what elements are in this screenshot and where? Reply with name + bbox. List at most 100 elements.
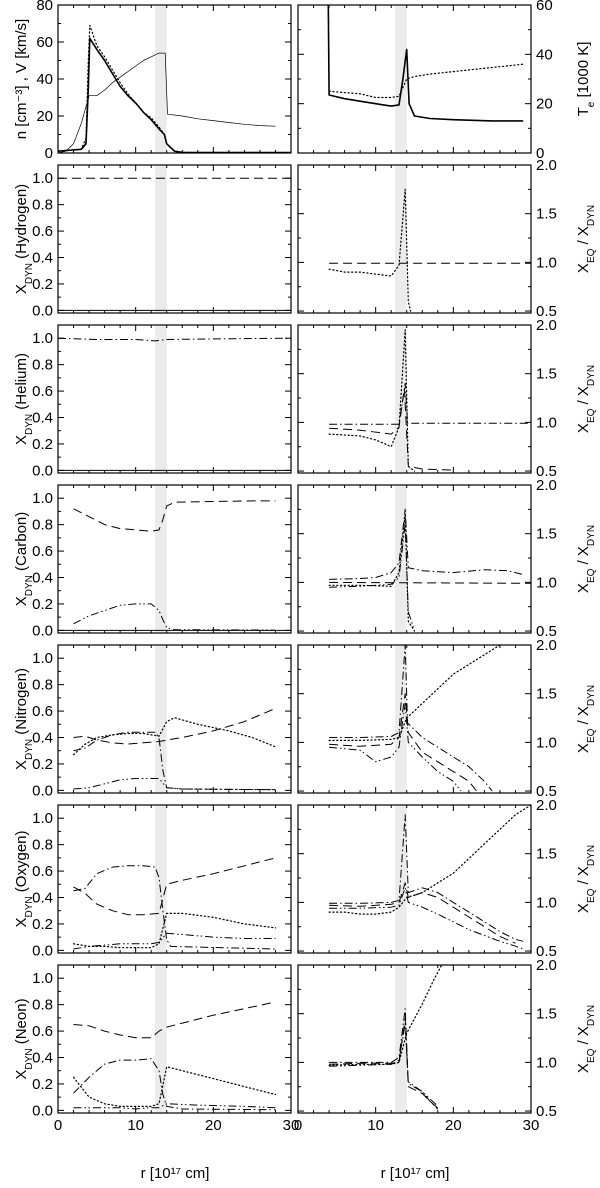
y-tick-label: 1.0: [32, 970, 53, 987]
panel-carbon-right: 0.5 1.0 1.5 2.0 XEQ / XDYN: [297, 477, 597, 640]
shaded-region: [155, 485, 167, 633]
y-tick-label: 1.0: [536, 414, 557, 431]
y-tick-label: 1.5: [536, 1006, 557, 1023]
y-tick-label: 0.5: [536, 463, 557, 480]
series-line-dashdotdot: [329, 523, 415, 632]
series-line-dashed: [73, 500, 276, 532]
y-tick-label: 0.0: [32, 782, 53, 799]
series-line-dashed: [329, 581, 531, 584]
plot-frame: [57, 804, 292, 954]
shaded-region: [395, 5, 407, 153]
y-tick-label: 0.5: [536, 943, 557, 960]
series-group: [58, 500, 291, 631]
y-tick-label: 1.0: [32, 490, 53, 507]
series-line-dashdot: [58, 337, 291, 342]
series-line-dashed: [73, 857, 276, 916]
y-tick-label: 0.4: [32, 730, 53, 747]
y-tick-label: 1.0: [536, 894, 557, 911]
y-tick-label: 0.6: [32, 703, 53, 720]
plot-frame: [297, 804, 532, 954]
series-line-dashed: [329, 882, 516, 944]
series-line-dashdot: [329, 508, 524, 580]
y-axis-title: XDYN (Nitrogen): [13, 668, 35, 770]
series-line-dashdotdot: [73, 778, 276, 791]
x-tick-label: 0: [294, 1117, 302, 1134]
y-tick-label: 20: [536, 96, 553, 113]
y-tick-label: 0.8: [32, 517, 53, 534]
y-tick-label: 0.4: [32, 250, 53, 267]
series-group: [58, 337, 291, 471]
y-tick-label: 0.5: [536, 623, 557, 640]
y-tick-label: 0.6: [32, 383, 53, 400]
series-group: [327, 5, 524, 122]
y-tick-label: 0: [536, 145, 544, 162]
y-tick-label: 1.0: [32, 650, 53, 667]
y-axis-title: XDYN (Oxygen): [13, 831, 35, 928]
panel-helium-right: 0.5 1.0 1.5 2.0 XEQ / XDYN: [297, 317, 597, 480]
y-tick-label: 1.5: [536, 526, 557, 543]
shaded-region: [155, 165, 167, 313]
y-tick-label: 1.0: [536, 734, 557, 751]
y-tick-label: 0.0: [32, 302, 53, 319]
y-tick-label: 0: [45, 145, 53, 162]
y-tick-label: 1.5: [536, 846, 557, 863]
series-line-dashdot: [73, 1058, 276, 1111]
y-axis-title: XEQ / XDYN: [575, 685, 597, 753]
y-tick-label: 80: [36, 0, 53, 14]
panel-grid: 0 20 40 60 80 n [cm⁻³] , V [km/s] 0 20 40 60 Te [1…: [13, 0, 597, 1134]
y-tick-label: 0.4: [32, 570, 53, 587]
x-tick-label: 30: [283, 1117, 300, 1134]
y-tick-label: 60: [36, 34, 53, 51]
panel-nitrogen-right: 0.5 1.0 1.5 2.0 XEQ / XDYN: [297, 637, 597, 800]
x-tick-label: 30: [523, 1117, 540, 1134]
y-tick-label: 0.5: [536, 303, 557, 320]
x-tick-label: 20: [205, 1117, 222, 1134]
plot-frame: [297, 964, 532, 1114]
panel-row1-left: 0 20 40 60 80 n [cm⁻³] , V [km/s]: [13, 0, 292, 162]
series-group: [328, 329, 531, 472]
y-tick-label: 2.0: [536, 477, 557, 494]
y-tick-label: 1.0: [536, 574, 557, 591]
y-tick-label: 0.5: [536, 783, 557, 800]
series-group: [328, 805, 531, 950]
y-axis-title: XEQ / XDYN: [575, 845, 597, 913]
plot-frame: [57, 964, 292, 1114]
plot-frame: [57, 4, 292, 154]
y-tick-label: 0.0: [32, 942, 53, 959]
series-line-dashdotdot: [329, 1022, 439, 1107]
series-line-dashed: [329, 693, 477, 792]
plot-frame: [297, 644, 532, 794]
y-tick-label: 0.8: [32, 997, 53, 1014]
plot-frame: [297, 164, 532, 314]
y-tick-label: 0.4: [32, 1050, 53, 1067]
plot-frame: [297, 484, 532, 634]
series-group: [72, 857, 277, 950]
y-tick-label: 0.4: [32, 410, 53, 427]
y-tick-label: 40: [36, 71, 53, 88]
y-tick-label: 20: [36, 108, 53, 125]
y-tick-label: 0.4: [32, 890, 53, 907]
y-tick-label: 1.0: [32, 170, 53, 187]
panel-oxygen-right: 0.5 1.0 1.5 2.0 XEQ / XDYN: [297, 797, 597, 960]
y-tick-label: 2.0: [536, 317, 557, 334]
series-line-dashdotdot: [73, 603, 276, 631]
series-line-dashed: [73, 1001, 276, 1039]
series-group: [72, 1001, 277, 1111]
y-tick-label: 60: [536, 0, 553, 14]
x-tick-label: 10: [367, 1117, 384, 1134]
series-line-dashdot: [329, 1008, 439, 1110]
y-tick-label: 2.0: [536, 637, 557, 654]
shaded-region: [395, 645, 407, 793]
y-tick-label: 0.8: [32, 677, 53, 694]
y-tick-label: 1.5: [536, 366, 557, 383]
plot-frame: [57, 484, 292, 634]
x-tick-label: 10: [127, 1117, 144, 1134]
series-line-dotted: [328, 645, 501, 741]
series-line-dashdot: [329, 382, 531, 425]
series-group: [58, 24, 291, 153]
y-axis-title: XDYN (Hydrogen): [13, 184, 35, 294]
series-line-dashdotdot: [329, 887, 524, 950]
series-line-dashed: [329, 387, 454, 471]
y-axis-title: XEQ / XDYN: [575, 205, 597, 273]
